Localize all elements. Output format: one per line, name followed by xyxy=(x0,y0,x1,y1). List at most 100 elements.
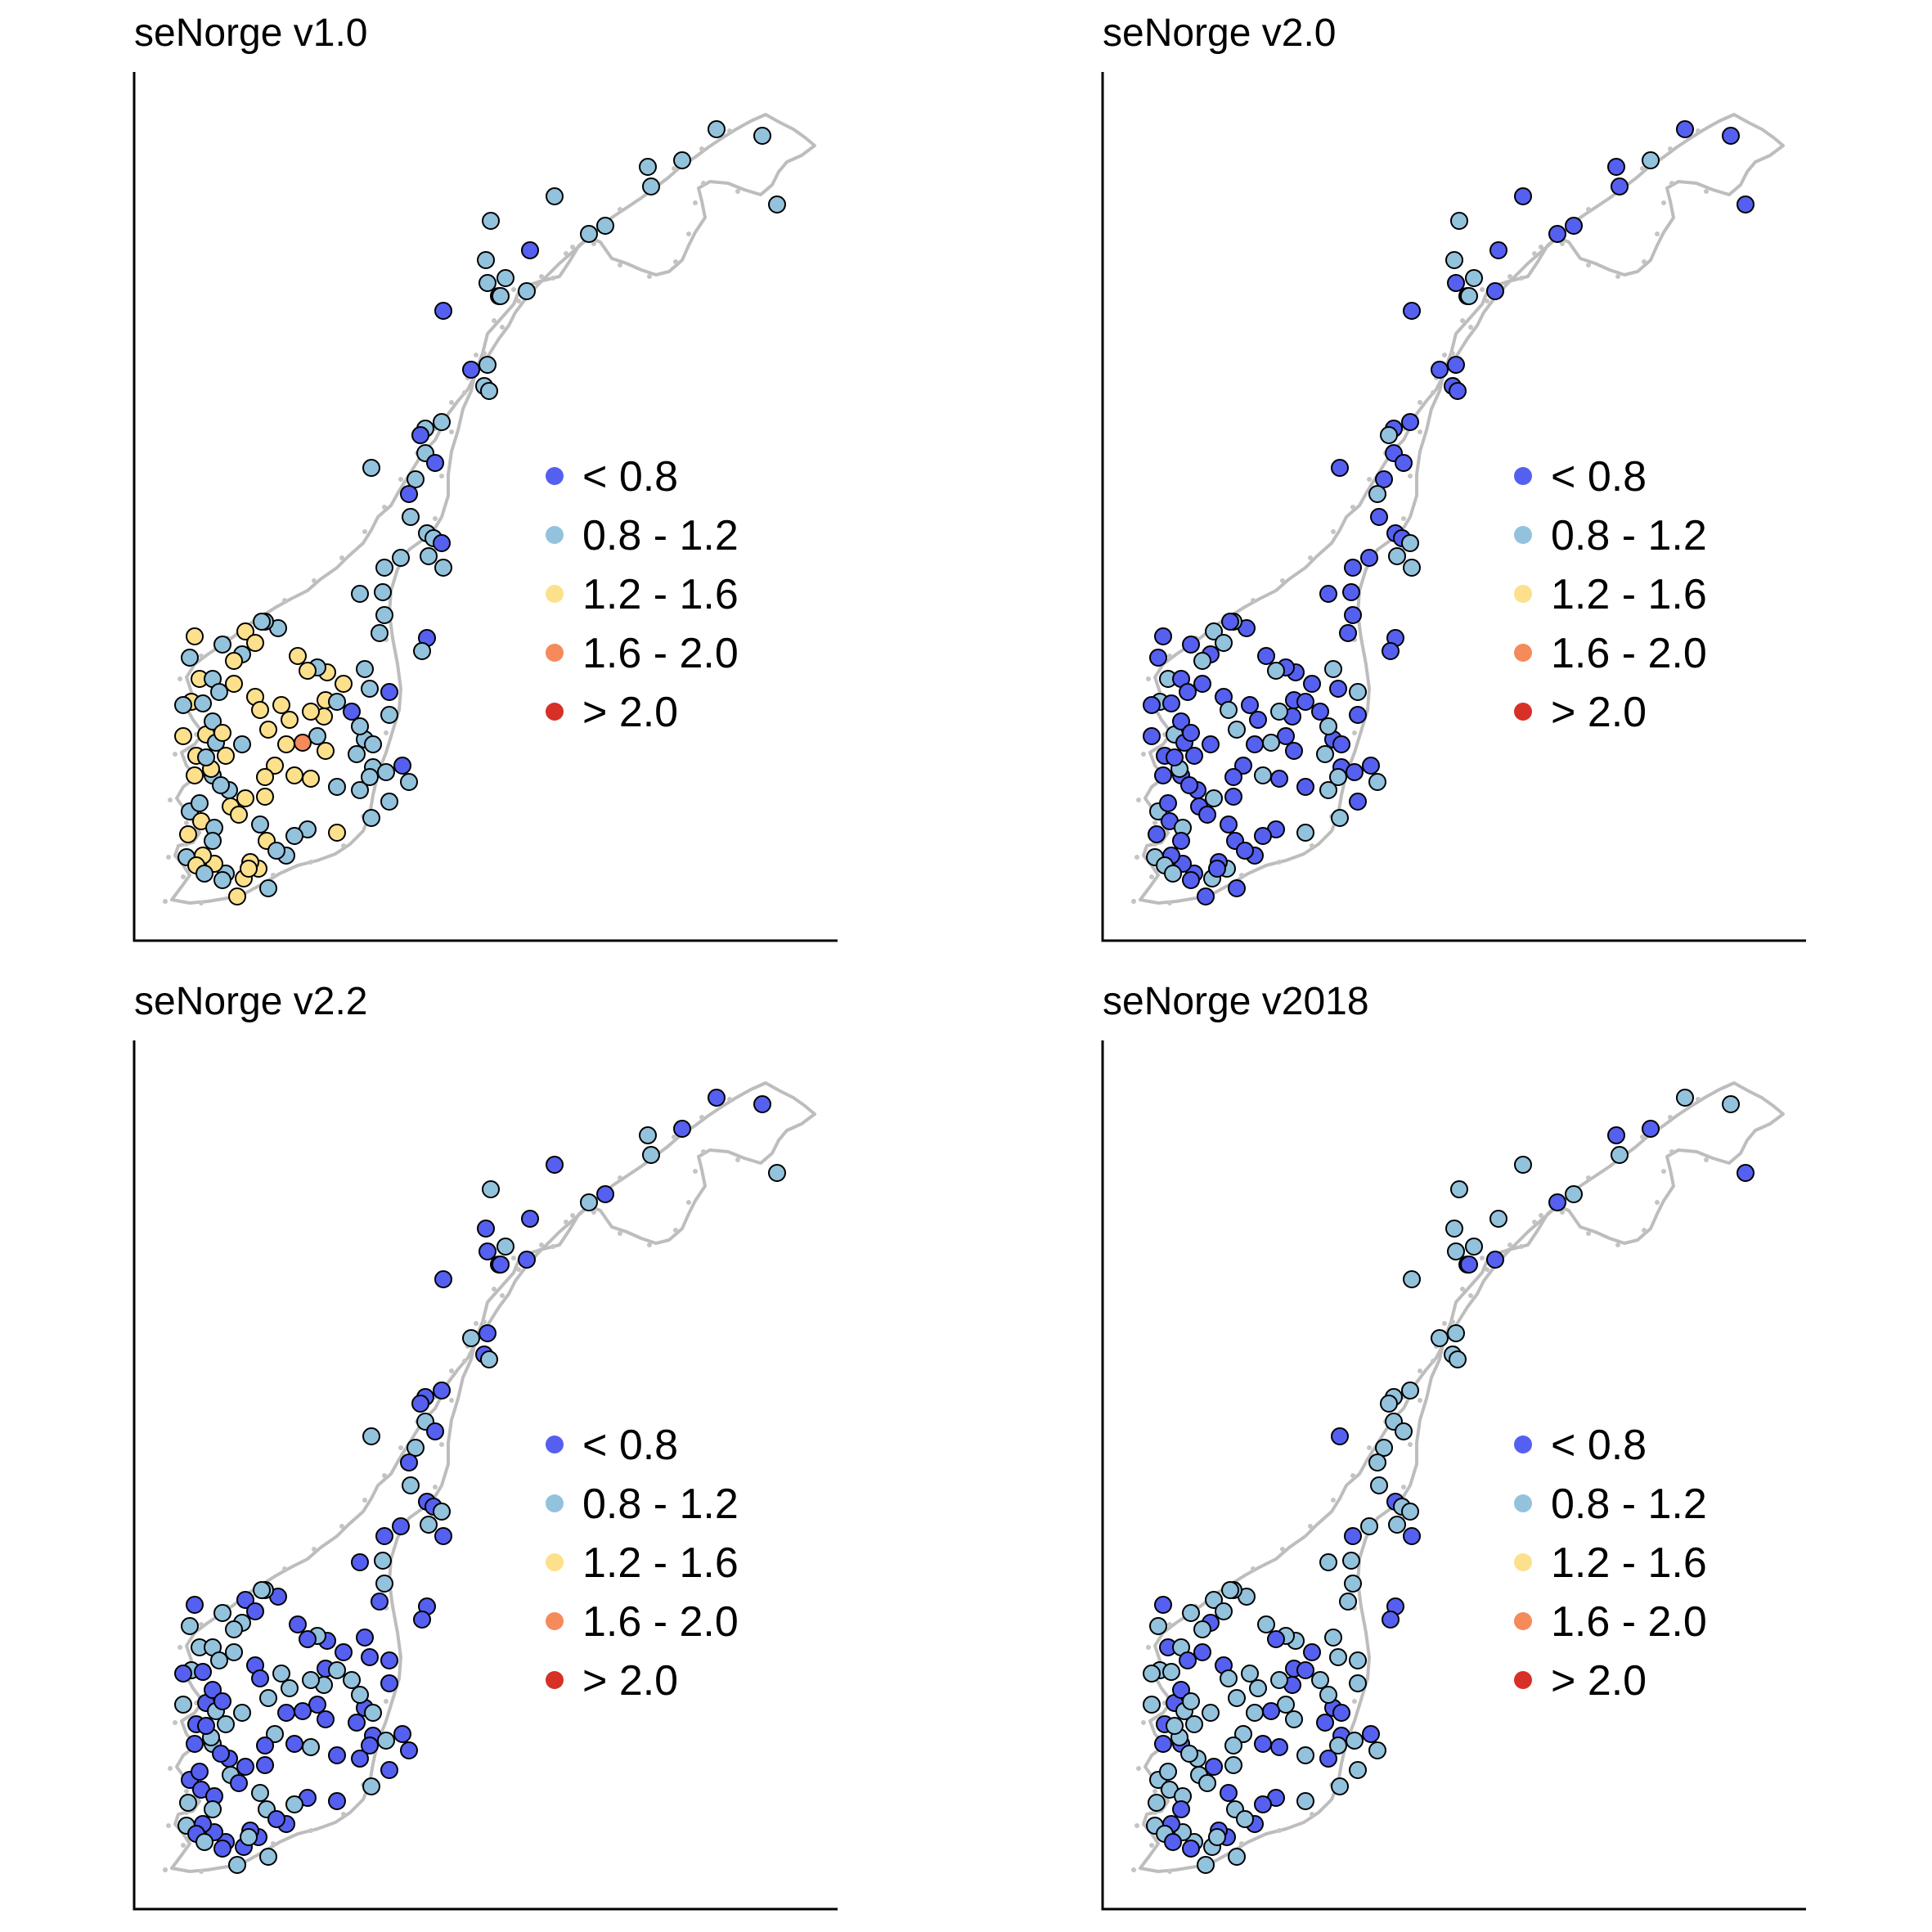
station-marker xyxy=(356,660,374,678)
legend: < 0.8 0.8 - 1.2 1.2 - 1.6 1.6 - 2.0 > 2.0 xyxy=(1514,453,1707,736)
station-marker xyxy=(546,1156,564,1174)
station-marker xyxy=(281,711,299,729)
station-marker xyxy=(479,1324,496,1342)
station-marker xyxy=(361,768,379,786)
station-marker xyxy=(1445,1220,1463,1238)
station-marker xyxy=(480,382,498,400)
station-marker xyxy=(1382,642,1400,660)
station-marker xyxy=(1565,217,1583,235)
station-marker xyxy=(362,1427,380,1445)
station-marker xyxy=(1332,735,1350,753)
station-marker xyxy=(317,742,335,760)
station-marker xyxy=(426,454,444,472)
station-marker xyxy=(1262,1702,1280,1720)
legend-swatch xyxy=(546,703,564,721)
station-marker xyxy=(1285,1710,1303,1728)
station-marker xyxy=(1172,1800,1190,1818)
station-marker xyxy=(1342,1552,1360,1570)
station-marker xyxy=(1370,508,1388,526)
station-marker xyxy=(351,585,369,603)
station-marker xyxy=(1489,241,1507,259)
station-marker xyxy=(639,1126,657,1144)
station-marker xyxy=(413,1611,431,1629)
station-marker xyxy=(351,1750,369,1768)
station-marker xyxy=(308,1696,326,1714)
map-panel-senorge-v2018: seNorge v2018 < 0.8 0.8 - 1.2 1.2 - 1.6 1.6… xyxy=(1101,980,1806,1911)
stations xyxy=(174,120,786,905)
station-marker xyxy=(434,1270,452,1288)
station-marker xyxy=(639,158,657,176)
station-marker xyxy=(1254,827,1272,845)
station-marker xyxy=(1331,459,1349,477)
panel-title: seNorge v1.0 xyxy=(134,11,368,55)
station-marker xyxy=(1154,627,1172,645)
station-marker xyxy=(521,1210,539,1228)
station-marker xyxy=(479,1242,496,1260)
station-marker xyxy=(1267,662,1285,680)
station-marker xyxy=(400,773,418,791)
station-marker xyxy=(1193,1643,1211,1661)
station-marker xyxy=(1257,647,1275,665)
station-marker xyxy=(1489,1210,1507,1228)
station-marker xyxy=(225,1620,243,1638)
station-marker xyxy=(1296,693,1314,711)
station-marker xyxy=(1285,742,1303,760)
station-marker xyxy=(1642,1120,1660,1138)
coastal-islands xyxy=(1131,128,1709,905)
station-marker xyxy=(413,642,431,660)
station-marker xyxy=(411,1395,429,1413)
station-marker xyxy=(1450,212,1468,230)
station-marker xyxy=(1159,794,1177,812)
axis-frame xyxy=(133,72,838,942)
station-marker xyxy=(361,680,379,698)
legend-label: < 0.8 xyxy=(582,1422,678,1469)
station-marker xyxy=(1449,382,1467,400)
station-marker xyxy=(374,583,392,601)
station-marker xyxy=(1722,1095,1740,1113)
station-marker xyxy=(1249,711,1267,729)
station-marker xyxy=(407,1439,425,1457)
station-marker xyxy=(233,1704,251,1722)
station-marker xyxy=(1148,825,1166,843)
station-marker xyxy=(204,1800,222,1818)
station-marker xyxy=(1159,1763,1177,1781)
station-marker xyxy=(281,1679,299,1697)
station-marker xyxy=(673,1120,691,1138)
station-marker xyxy=(753,127,771,145)
station-marker xyxy=(225,652,243,670)
station-marker xyxy=(1143,1665,1161,1683)
legend-swatch xyxy=(1514,1671,1532,1689)
station-marker xyxy=(1148,1794,1166,1812)
station-marker xyxy=(213,636,231,654)
legend-swatch xyxy=(1514,467,1532,485)
station-marker xyxy=(1445,251,1463,269)
station-marker xyxy=(1342,583,1360,601)
station-marker xyxy=(186,766,204,784)
station-marker xyxy=(1382,1611,1400,1629)
station-marker xyxy=(480,1350,498,1368)
station-marker xyxy=(285,827,303,845)
station-marker xyxy=(259,1689,277,1707)
station-marker xyxy=(434,1527,452,1545)
station-marker xyxy=(1380,1395,1398,1413)
station-marker xyxy=(267,1810,285,1828)
station-marker xyxy=(420,1516,438,1534)
legend-label: 1.2 - 1.6 xyxy=(1551,1539,1707,1587)
station-marker xyxy=(1447,1242,1465,1260)
legend-swatch xyxy=(1514,703,1532,721)
station-marker xyxy=(1228,721,1246,739)
station-marker xyxy=(1431,361,1449,379)
station-marker xyxy=(1349,683,1367,701)
station-marker xyxy=(1447,356,1465,374)
station-marker xyxy=(1722,127,1740,145)
station-marker xyxy=(420,547,438,565)
station-marker xyxy=(1401,413,1419,431)
station-marker xyxy=(217,747,235,765)
station-marker xyxy=(433,534,451,552)
station-marker xyxy=(328,1792,346,1810)
station-marker xyxy=(1676,120,1694,138)
station-marker xyxy=(1611,1146,1629,1164)
station-marker xyxy=(213,1692,231,1710)
station-marker xyxy=(240,860,258,878)
